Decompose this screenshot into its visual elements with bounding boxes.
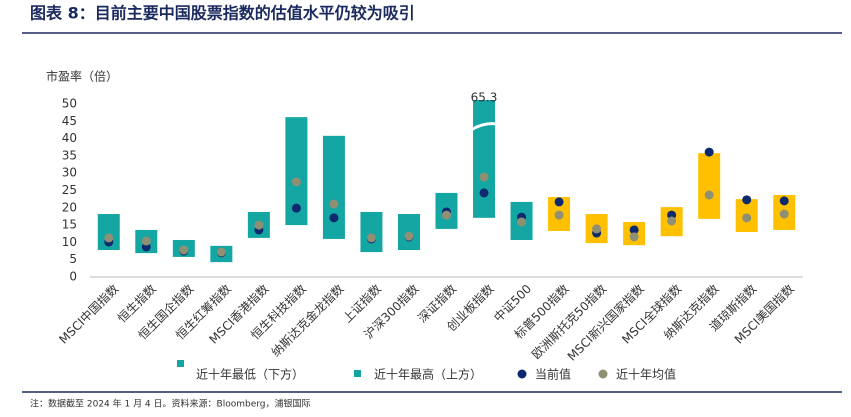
average-dot — [629, 232, 639, 242]
y-tick-label: 0 — [69, 270, 77, 284]
y-tick-label: 50 — [62, 97, 77, 111]
average-dot — [104, 233, 114, 243]
legend-label: 近十年最低（下方） — [196, 367, 304, 382]
y-tick-label: 20 — [62, 200, 77, 214]
current-dot — [291, 203, 301, 213]
average-dot — [366, 233, 376, 243]
current-dot — [479, 188, 489, 198]
average-dot — [404, 231, 414, 241]
average-dot — [442, 210, 451, 220]
current-dot — [742, 195, 752, 205]
average-dot — [254, 220, 264, 230]
range-bar — [285, 117, 308, 226]
average-dot — [517, 217, 527, 227]
current-dot — [704, 147, 714, 157]
average-dot — [479, 172, 489, 182]
y-tick-label: 5 — [69, 252, 77, 266]
y-tick-label: 35 — [62, 148, 77, 162]
y-tick-label: 45 — [62, 114, 77, 128]
legend-label: 当前值 — [535, 367, 571, 382]
average-dot — [216, 247, 226, 257]
legend-swatch — [598, 369, 608, 379]
average-dot — [592, 224, 602, 234]
legend-label: 近十年均值 — [616, 367, 676, 382]
legend-swatch — [177, 360, 184, 367]
average-dot — [667, 216, 677, 226]
y-tick-label: 15 — [62, 218, 77, 232]
y-axis-title: 市盈率（倍） — [46, 69, 118, 84]
chart-title: 图表 8：目前主要中国股票指数的估值水平仍较为吸引 — [30, 4, 415, 23]
average-dot — [141, 236, 151, 246]
value-label: 65.3 — [471, 91, 498, 105]
average-dot — [779, 209, 789, 219]
legend-swatch — [354, 370, 361, 377]
current-dot — [629, 225, 639, 235]
average-dot — [291, 177, 301, 187]
average-dot — [742, 213, 752, 223]
range-bar — [473, 100, 496, 218]
current-dot — [779, 196, 789, 206]
x-tick-label: MSCI中国指数 — [56, 281, 122, 347]
legend-swatch — [517, 369, 527, 379]
plot — [97, 100, 796, 263]
footnote: 注：数据截至 2024 年 1 月 4 日。资料来源：Bloomberg，浦银国… — [30, 398, 310, 410]
average-dot — [554, 210, 564, 220]
range-bar — [360, 211, 383, 253]
range-bar — [698, 153, 721, 219]
y-tick-label: 25 — [62, 183, 77, 197]
y-tick-label: 40 — [62, 131, 77, 145]
y-tick-label: 10 — [62, 235, 77, 249]
average-dot — [179, 245, 189, 255]
current-dot — [554, 197, 564, 207]
legend-label: 近十年最高（上方） — [374, 367, 482, 382]
y-tick-label: 30 — [62, 166, 77, 180]
axis-break — [470, 122, 498, 132]
average-dot — [329, 199, 339, 209]
average-dot — [704, 190, 714, 200]
range-bar — [97, 214, 120, 251]
current-dot — [329, 213, 339, 223]
range-bar — [322, 135, 345, 239]
